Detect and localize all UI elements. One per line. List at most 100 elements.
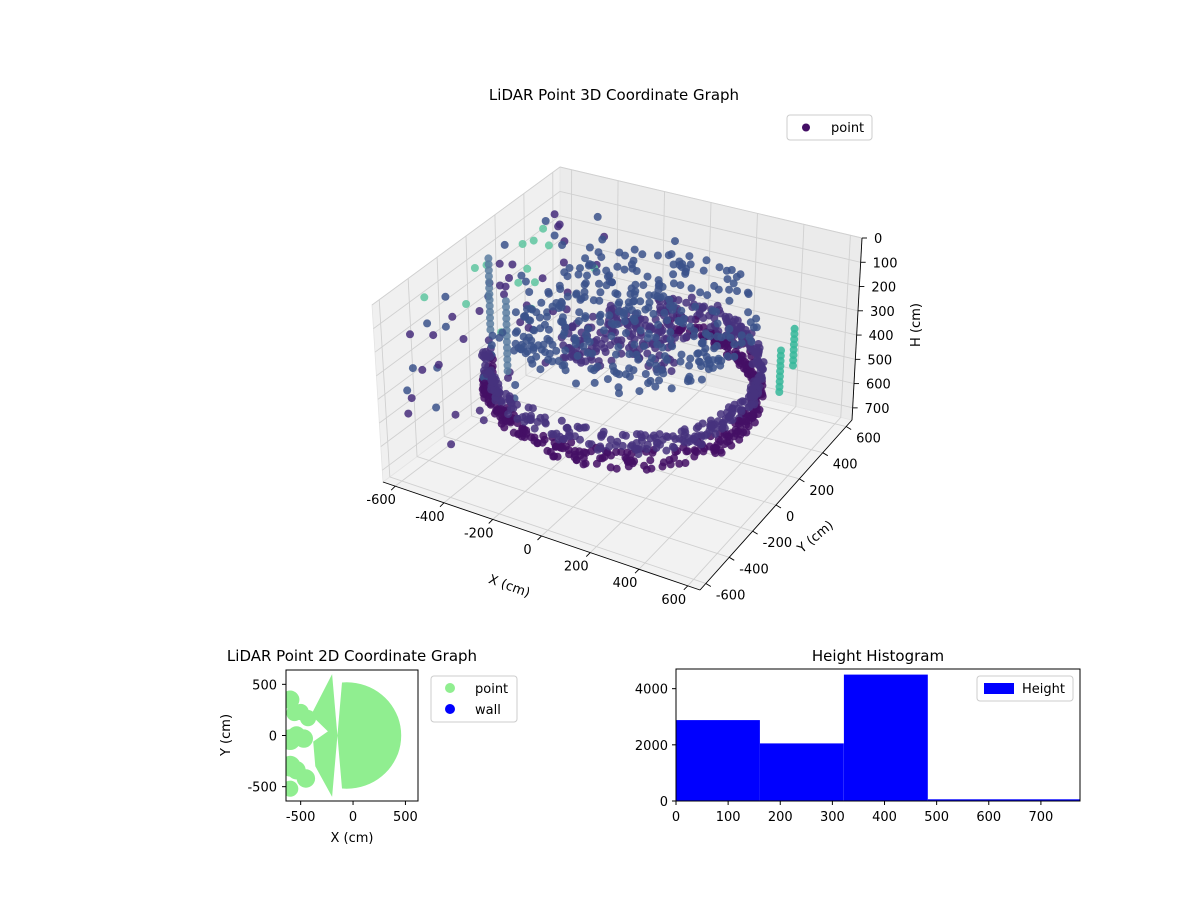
data-point: [475, 406, 484, 415]
data-point: [487, 376, 496, 385]
data-point: [486, 319, 495, 328]
grid-line-y-wall: [465, 235, 472, 417]
chart-3d-points: [403, 210, 799, 474]
y-tick-mark: [775, 504, 782, 509]
data-point: [432, 403, 441, 412]
data-point: [434, 360, 443, 369]
data-point: [503, 367, 512, 376]
data-point: [662, 446, 671, 455]
data-point: [685, 361, 694, 370]
x-tick-label: 0: [672, 810, 680, 825]
point-cluster: [286, 690, 300, 709]
data-point: [706, 422, 715, 431]
data-point: [606, 463, 615, 472]
data-point: [722, 317, 731, 326]
legend-label-point: point: [475, 682, 508, 697]
data-point: [563, 272, 572, 281]
data-point: [500, 423, 509, 432]
grid-line-z-left: [377, 264, 561, 400]
data-point: [664, 251, 673, 260]
data-point: [736, 398, 745, 407]
data-point: [635, 387, 644, 396]
data-point: [631, 280, 640, 289]
data-point: [511, 381, 520, 389]
data-point: [693, 349, 702, 358]
data-point: [692, 424, 701, 433]
data-point: [520, 417, 529, 426]
data-point: [717, 333, 726, 342]
grid-line-z-back: [559, 190, 861, 263]
data-point: [510, 346, 519, 355]
data-point: [649, 309, 658, 318]
legend-label-height: Height: [1022, 682, 1065, 697]
data-point: [574, 270, 583, 279]
data-point: [497, 405, 506, 414]
grid-line-y-wall: [436, 257, 445, 437]
data-point: [663, 355, 672, 364]
data-point: [511, 308, 520, 317]
data-point: [632, 350, 641, 359]
data-point: [580, 287, 589, 296]
x-tick-label: 700: [1028, 810, 1053, 825]
data-point: [639, 281, 648, 290]
data-point: [567, 438, 576, 447]
data-point: [682, 447, 691, 456]
y-tick-label: 4000: [635, 683, 668, 698]
z-tick-label: 600: [866, 378, 891, 393]
data-point: [670, 443, 679, 452]
data-point: [562, 424, 571, 432]
data-point: [658, 343, 667, 352]
data-point: [613, 262, 622, 271]
data-point: [508, 260, 517, 269]
data-point: [525, 288, 534, 296]
data-point: [640, 461, 649, 470]
data-point: [536, 365, 545, 374]
data-point: [570, 334, 579, 342]
y-tick-label: -400: [739, 562, 769, 577]
data-point: [636, 430, 645, 439]
data-point: [696, 288, 705, 297]
data-point: [559, 258, 568, 267]
data-point: [543, 312, 551, 321]
data-point: [650, 291, 659, 300]
data-point: [583, 271, 591, 280]
data-point: [620, 317, 629, 326]
legend-swatch-height: [984, 683, 1014, 694]
data-point: [699, 314, 708, 322]
data-point: [541, 419, 550, 428]
data-point: [746, 318, 755, 327]
data-point: [528, 359, 537, 368]
data-point: [738, 352, 747, 361]
x-tick-label: 400: [613, 576, 638, 591]
data-point: [487, 341, 496, 350]
data-point: [565, 264, 574, 272]
z-tick-label: 700: [865, 402, 890, 417]
data-point: [727, 441, 736, 450]
data-point: [730, 340, 739, 349]
chart-2d: LiDAR Point 2D Coordinate Graph -500 0 500…: [219, 647, 518, 846]
data-point: [677, 350, 686, 359]
x-tick-label: 200: [768, 810, 793, 825]
data-point: [612, 464, 621, 473]
data-point: [744, 392, 753, 401]
data-point: [717, 356, 726, 365]
z-tick-label: 200: [871, 281, 896, 296]
x-tick-label: -500: [286, 810, 316, 825]
data-point: [631, 445, 640, 454]
x-tick-label: 200: [564, 560, 589, 575]
data-point: [716, 410, 725, 419]
histogram-bar: [759, 743, 844, 801]
data-point: [550, 210, 559, 219]
data-point: [703, 330, 712, 339]
grid-line-z-back: [559, 288, 856, 360]
data-point: [725, 324, 734, 333]
data-point: [657, 328, 666, 336]
z-tick-label: 300: [870, 305, 895, 320]
data-point: [641, 370, 650, 378]
data-point: [656, 303, 665, 312]
data-point: [502, 308, 511, 317]
data-point: [603, 375, 612, 384]
chart-2d-xlabel: X (cm): [331, 831, 374, 846]
data-point: [686, 322, 695, 331]
